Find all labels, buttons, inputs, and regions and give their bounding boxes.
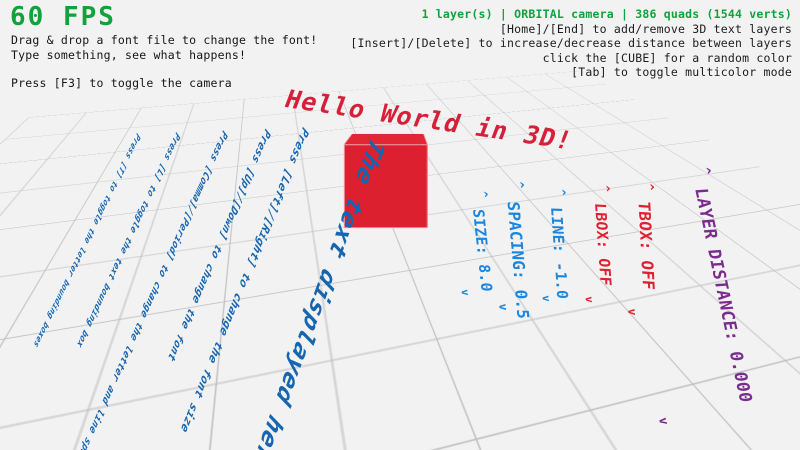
info-line-layers: [Home]/[End] to add/remove 3D text layer… [499,21,792,36]
gauge-up-chevron-spacing[interactable]: ^ [512,181,527,189]
fps-counter: 60 FPS [10,2,116,32]
gauge-up-chevron-line[interactable]: ^ [554,189,569,196]
cube-face-top[interactable] [343,133,428,145]
hint-line-0: Drag & drop a font file to change the fo… [11,33,318,47]
camera-hint: Press [F3] to toggle the camera [11,76,232,90]
info-line-multicolor: [Tab] to toggle multicolor mode [571,65,792,79]
gauge-up-chevron-tbox[interactable]: ^ [642,183,657,191]
info-line-cube: click the [CUBE] for a random color [542,50,792,65]
hint-block: Drag & drop a font file to change the fo… [11,33,317,91]
gauge-up-chevron-size[interactable]: ^ [476,191,491,198]
gauge-down-chevron-tbox[interactable]: v [625,308,640,316]
gauge-down-chevron-layer-distance[interactable]: v [655,416,672,426]
hint-line-1: Type something, see what happens! [11,48,247,62]
gauge-down-chevron-line[interactable]: v [539,295,554,302]
info-block: 1 layer(s) | ORBITAL camera | 386 quads … [350,7,792,80]
gauge-up-chevron-lbox[interactable]: ^ [598,185,613,192]
gauge-down-chevron-size[interactable]: v [458,289,473,296]
gauge-down-chevron-lbox[interactable]: v [582,296,597,303]
gauge-up-chevron-layer-distance[interactable]: ^ [697,166,714,176]
hint-spacer [11,63,317,76]
gauge-down-chevron-spacing[interactable]: v [496,303,511,311]
info-line-stats: 1 layer(s) | ORBITAL camera | 386 quads … [421,7,792,21]
info-line-distance: [Insert]/[Delete] to increase/decrease d… [350,36,792,50]
